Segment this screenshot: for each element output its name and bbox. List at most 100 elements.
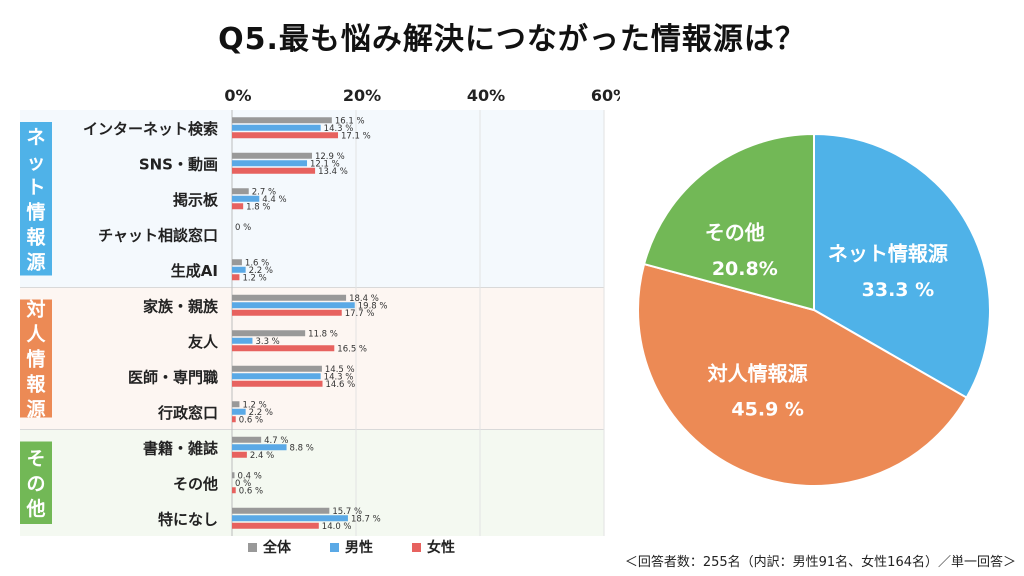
chart-legend: 全体 男性 女性 [0, 537, 1024, 557]
bar-2-9 [232, 451, 247, 458]
bar-1-0 [232, 124, 321, 131]
bar-2-5 [232, 309, 342, 316]
data-label-1-6: 3.3 % [255, 337, 279, 347]
bar-1-7 [232, 373, 321, 380]
group-label-box-0 [20, 122, 52, 276]
pie-slice-value-2: 20.8% [712, 258, 778, 280]
legend-item-all: 全体 [248, 537, 291, 557]
chart-title: Q5.最も悩み解決につながった情報源は？ [218, 22, 806, 57]
data-label-0-11: 15.7 % [332, 507, 362, 517]
bar-2-0 [232, 132, 339, 139]
bar-2-6 [232, 345, 335, 352]
bar-1-5 [232, 302, 355, 309]
category-label-11: 特になし [158, 510, 218, 528]
bar-1-2 [232, 195, 260, 202]
data-label-1-11: 18.7 % [351, 514, 381, 524]
category-label-6: 友人 [188, 333, 219, 351]
data-label-2-2: 1.8 % [246, 202, 270, 212]
category-label-7: 医師・専門職 [128, 368, 218, 386]
data-label-1-2: 4.4 % [262, 195, 286, 205]
bar-0-4 [232, 259, 242, 266]
category-label-5: 家族・親族 [143, 297, 219, 315]
group-band-1 [20, 287, 604, 430]
data-label-2-9: 2.4 % [250, 451, 274, 461]
bar-2-4 [232, 274, 240, 281]
bar-1-11 [232, 515, 348, 522]
data-label-0-9: 4.7 % [264, 436, 288, 446]
group-label-box-2 [20, 441, 52, 524]
bar-0-11 [232, 507, 330, 514]
pie-slice-value-1: 45.9 % [731, 399, 804, 421]
pie-slice-1 [637, 262, 968, 487]
category-label-10: その他 [173, 475, 218, 493]
category-label-2: 掲示板 [173, 191, 219, 209]
data-label-0-6: 11.8 % [308, 329, 338, 339]
data-label-0-7: 14.5 % [325, 365, 355, 375]
pie-slice-label-0: ネット情報源 [828, 242, 948, 266]
bar-1-9 [232, 444, 287, 451]
data-label-0-4: 1.6 % [245, 258, 269, 268]
group-band-0 [20, 110, 604, 288]
data-label-1-0: 14.3 % [324, 124, 354, 134]
data-label-2-6: 16.5 % [337, 344, 367, 354]
data-label-0-0: 16.1 % [335, 116, 365, 126]
data-label-1-8: 2.2 % [249, 408, 273, 418]
pie-slice-2 [642, 132, 815, 312]
bar-0-10 [232, 472, 235, 479]
legend-item-male: 男性 [330, 537, 373, 557]
data-label-1-1: 12.1 % [310, 159, 340, 169]
data-label-2-4: 1.2 % [242, 273, 266, 283]
data-label-2-7: 14.6 % [326, 380, 356, 390]
x-tick-label-0: 0% [224, 86, 251, 105]
bar-1-1 [232, 160, 308, 167]
data-label-0-1: 12.9 % [315, 152, 345, 162]
group-label-1: 対人情報源 [25, 298, 46, 421]
category-label-1: SNS・動画 [139, 155, 218, 173]
x-tick-label-3: 60% [591, 86, 620, 105]
bar-0-1 [232, 152, 312, 159]
data-label-2-1: 13.4 % [318, 167, 348, 177]
pie-slice-0 [813, 132, 991, 400]
legend-swatch-all [248, 542, 257, 552]
bar-2-10 [232, 487, 236, 494]
data-label-2-8: 0.6 % [239, 415, 263, 425]
data-label-2-10: 0.6 % [239, 486, 263, 496]
bar-2-1 [232, 167, 316, 174]
bar-2-7 [232, 380, 323, 387]
legend-label-male: 男性 [345, 540, 373, 556]
bar-1-4 [232, 266, 246, 273]
group-label-box-1 [20, 299, 52, 418]
data-label-0-8: 1.2 % [242, 400, 266, 410]
x-tick-label-1: 20% [343, 86, 381, 105]
legend-swatch-male [330, 542, 339, 552]
category-label-4: 生成AI [171, 262, 218, 280]
data-label-1-9: 8.8 % [290, 443, 314, 453]
data-label-2-5: 17.7 % [345, 309, 375, 319]
group-label-0: ネット情報源 [26, 126, 46, 273]
legend-item-female: 女性 [412, 537, 455, 557]
bar-2-8 [232, 416, 236, 423]
data-label-1-10: 0 % [235, 479, 251, 489]
bar-0-5 [232, 294, 347, 301]
legend-label-female: 女性 [427, 540, 455, 556]
bar-1-8 [232, 408, 246, 415]
bar-2-2 [232, 203, 244, 210]
bar-0-8 [232, 401, 240, 408]
legend-swatch-female [412, 542, 421, 552]
bar-1-6 [232, 337, 253, 344]
bar-0-7 [232, 365, 322, 372]
data-label-2-0: 17.1 % [341, 131, 371, 141]
category-label-8: 行政窓口 [157, 404, 218, 422]
data-label-2-11: 14.0 % [322, 522, 352, 532]
data-label-0-3: 0 % [235, 223, 251, 233]
data-label-1-4: 2.2 % [249, 266, 273, 276]
footnote: ＜回答者数：255名（内訳：男性91名、女性164名）／単一回答＞ [624, 555, 1016, 570]
bar-0-0 [232, 117, 332, 124]
pie-slice-label-1: 対人情報源 [707, 361, 808, 385]
pie-slice-label-2: その他 [705, 221, 765, 245]
data-label-0-10: 0.4 % [237, 471, 261, 481]
category-label-9: 書籍・雑誌 [143, 439, 218, 457]
data-label-0-5: 18.4 % [349, 294, 379, 304]
x-tick-label-2: 40% [467, 86, 505, 105]
